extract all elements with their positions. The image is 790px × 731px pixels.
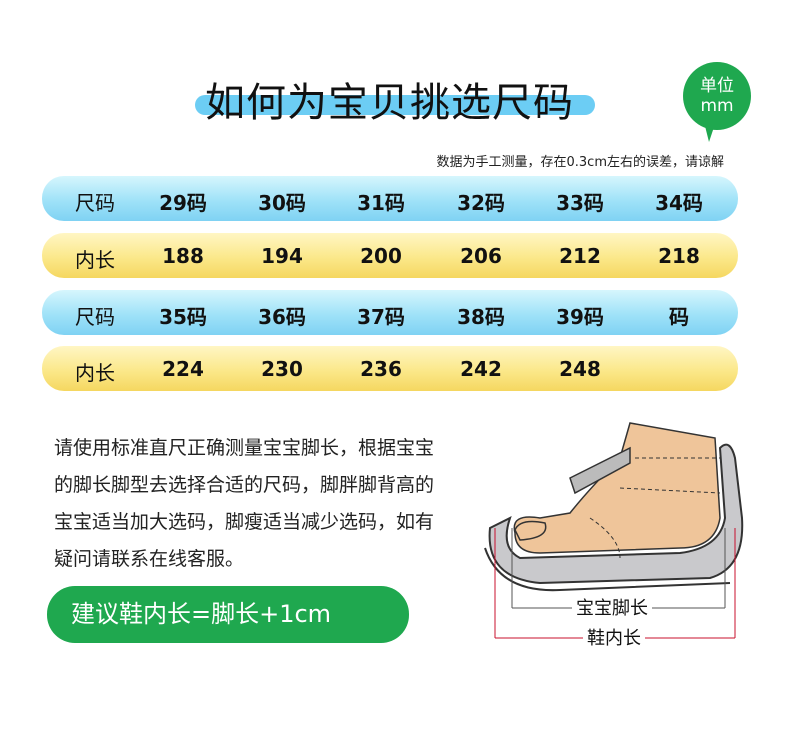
unit-label: 单位: [700, 76, 734, 96]
table-cell: 35码: [159, 305, 207, 329]
table-cell: 212: [559, 244, 601, 268]
table-row: 尺码 35码 36码 37码 38码 39码 码: [42, 290, 738, 335]
table-cell: 218: [658, 244, 700, 268]
unit-value: mm: [700, 96, 734, 116]
row-label: 尺码: [75, 305, 115, 329]
table-row: 内长 188 194 200 206 212 218: [42, 233, 738, 278]
table-cell: 230: [261, 357, 303, 381]
table-cell: 30码: [258, 191, 306, 215]
title-underline: [195, 95, 595, 115]
row-label: 尺码: [75, 191, 115, 215]
table-cell: 34码: [655, 191, 703, 215]
row-label: 内长: [75, 361, 115, 385]
foot-length-label: 宝宝脚长: [572, 594, 652, 620]
table-cell: 242: [460, 357, 502, 381]
table-cell: 224: [162, 357, 204, 381]
table-cell: 236: [360, 357, 402, 381]
foot-shoe-illustration: [484, 422, 744, 639]
table-cell: 29码: [159, 191, 207, 215]
table-cell: 33码: [556, 191, 604, 215]
table-cell: 码: [669, 305, 689, 329]
table-cell: 188: [162, 244, 204, 268]
table-cell: 206: [460, 244, 502, 268]
table-cell: 32码: [457, 191, 505, 215]
row-label: 内长: [75, 248, 115, 272]
advice-banner: 建议鞋内长=脚长+1cm: [47, 586, 409, 643]
table-cell: 39码: [556, 305, 604, 329]
page-title: 如何为宝贝挑选尺码: [205, 80, 574, 126]
description: 请使用标准直尺正确测量宝宝脚长，根据宝宝的脚长脚型去选择合适的尺码，脚胖脚背高的…: [54, 437, 435, 570]
table-row: 内长 224 230 236 242 248: [42, 346, 738, 391]
table-cell: 31码: [357, 191, 405, 215]
table-cell: 248: [559, 357, 601, 381]
shoe-inner-length-label: 鞋内长: [583, 624, 645, 650]
measurement-note: 数据为手工测量，存在0.3cm左右的误差，请谅解: [436, 155, 725, 170]
table-row: 尺码 29码 30码 31码 32码 33码 34码: [42, 176, 738, 221]
unit-badge: 单位 mm: [683, 62, 751, 130]
table-cell: 37码: [357, 305, 405, 329]
table-cell: 200: [360, 244, 402, 268]
table-cell: 36码: [258, 305, 306, 329]
table-cell: 38码: [457, 305, 505, 329]
table-cell: 194: [261, 244, 303, 268]
